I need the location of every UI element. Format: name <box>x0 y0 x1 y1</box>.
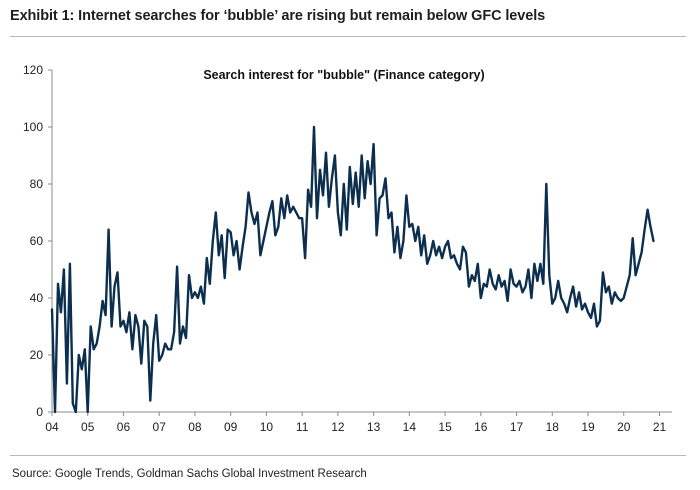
y-tick-label: 80 <box>30 177 44 191</box>
chart-title: Search interest for "bubble" (Finance ca… <box>203 68 484 82</box>
y-tick-label: 60 <box>30 234 44 248</box>
top-rule <box>10 36 686 37</box>
x-tick-label: 04 <box>45 420 59 434</box>
bottom-rule <box>10 455 686 456</box>
x-tick-label: 06 <box>117 420 131 434</box>
exhibit-title: Exhibit 1: Internet searches for ‘bubble… <box>10 8 546 24</box>
y-tick-label: 40 <box>30 291 44 305</box>
x-tick-label: 17 <box>510 420 524 434</box>
x-tick-label: 13 <box>367 420 381 434</box>
x-tick-label: 07 <box>153 420 167 434</box>
x-tick-label: 12 <box>331 420 345 434</box>
x-tick-label: 08 <box>188 420 202 434</box>
x-tick-label: 20 <box>617 420 631 434</box>
x-tick-label: 09 <box>224 420 238 434</box>
source-note: Source: Google Trends, Goldman Sachs Glo… <box>12 468 367 480</box>
x-axis: 04 05 06 07 08 09 10 11 12 13 14 15 16 17 18 19 20 21 <box>45 411 672 434</box>
series-line-0 <box>50 125 655 414</box>
x-tick-label: 05 <box>81 420 95 434</box>
y-tick-label: 20 <box>30 348 44 362</box>
x-tick-label: 16 <box>474 420 488 434</box>
x-tick-label: 19 <box>581 420 595 434</box>
x-tick-label: 18 <box>546 420 560 434</box>
x-tick-label: 21 <box>653 420 667 434</box>
y-tick-label: 100 <box>23 120 43 134</box>
x-tick-label: 10 <box>260 420 274 434</box>
y-axis: 0 20 40 60 80 100 120 <box>23 63 53 419</box>
y-tick-label: 0 <box>36 405 43 419</box>
y-tick-label: 120 <box>23 63 43 77</box>
x-tick-label: 14 <box>403 420 417 434</box>
x-tick-label: 15 <box>438 420 452 434</box>
x-tick-label: 11 <box>296 420 309 434</box>
series-group <box>50 125 655 414</box>
